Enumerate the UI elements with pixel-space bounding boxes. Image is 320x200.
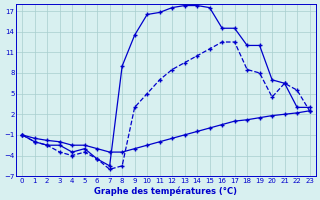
- X-axis label: Graphe des températures (°C): Graphe des températures (°C): [94, 186, 237, 196]
